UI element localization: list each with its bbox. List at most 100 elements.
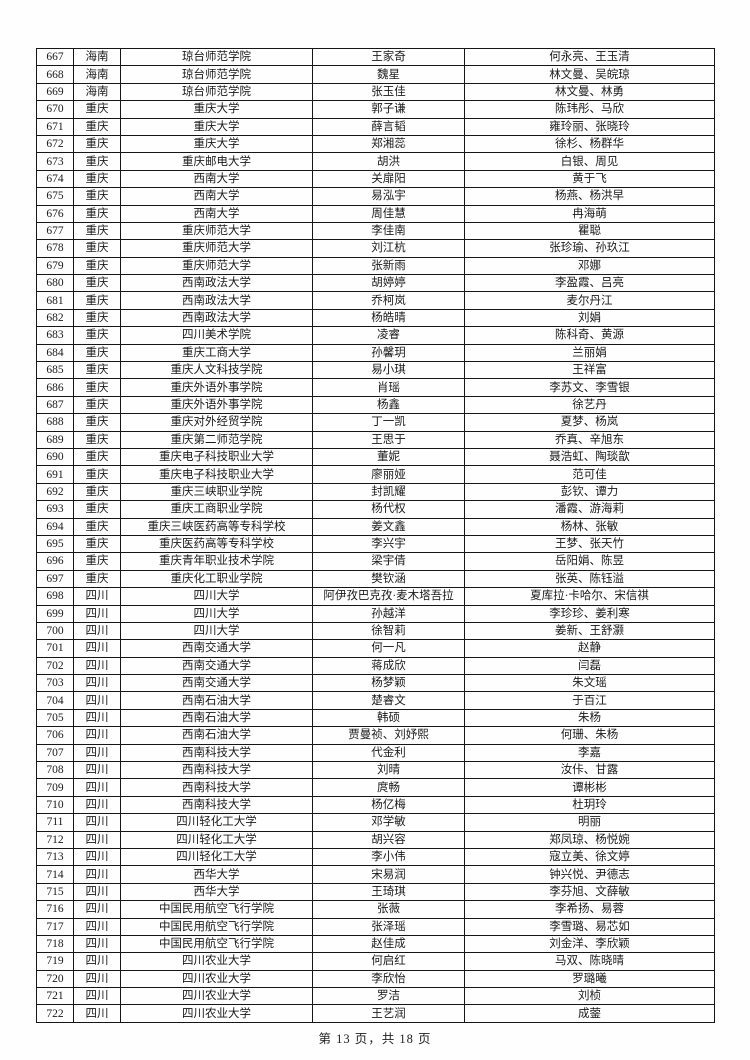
cell-number: 696 bbox=[36, 552, 74, 571]
cell-university: 重庆大学 bbox=[120, 134, 313, 154]
cell-advisors: 成蓥 bbox=[464, 1004, 715, 1023]
table-row: 674 重庆 西南大学 关扉阳 黄于飞 bbox=[36, 169, 715, 189]
cell-advisors: 邓娜 bbox=[464, 256, 715, 276]
cell-university: 四川农业大学 bbox=[120, 1004, 313, 1023]
cell-number: 694 bbox=[36, 517, 74, 536]
cell-province: 四川 bbox=[73, 795, 121, 815]
table-row: 687 重庆 重庆外语外事学院 杨鑫 徐艺丹 bbox=[36, 395, 715, 415]
cell-number: 687 bbox=[36, 395, 74, 415]
cell-student: 何启红 bbox=[312, 952, 465, 971]
cell-number: 722 bbox=[36, 1004, 74, 1023]
cell-province: 重庆 bbox=[73, 552, 121, 571]
cell-student: 张新雨 bbox=[312, 256, 465, 276]
cell-province: 四川 bbox=[73, 587, 121, 606]
cell-student: 刘江杭 bbox=[312, 239, 465, 258]
cell-province: 重庆 bbox=[73, 361, 121, 380]
cell-advisors: 钟兴悦、尹德志 bbox=[464, 865, 715, 884]
cell-number: 700 bbox=[36, 621, 74, 641]
cell-university: 西南交通大学 bbox=[120, 674, 313, 693]
cell-province: 四川 bbox=[73, 726, 121, 745]
cell-province: 四川 bbox=[73, 969, 121, 989]
cell-university: 西南石油大学 bbox=[120, 726, 313, 745]
cell-university: 中国民用航空飞行学院 bbox=[120, 917, 313, 936]
cell-province: 四川 bbox=[73, 882, 121, 902]
cell-university: 重庆青年职业技术学院 bbox=[120, 552, 313, 571]
cell-advisors: 陈玮彤、马欣 bbox=[464, 100, 715, 119]
cell-university: 重庆三峡职业学院 bbox=[120, 482, 313, 502]
cell-advisors: 朱文瑶 bbox=[464, 674, 715, 693]
table-row: 722 四川 四川农业大学 王艺润 成蓥 bbox=[36, 1004, 715, 1023]
table-row: 702 四川 西南交通大学 蒋成欣 闫磊 bbox=[36, 656, 715, 676]
cell-province: 重庆 bbox=[73, 500, 121, 519]
cell-student: 代金利 bbox=[312, 743, 465, 763]
cell-province: 重庆 bbox=[73, 152, 121, 171]
cell-number: 710 bbox=[36, 795, 74, 815]
cell-number: 707 bbox=[36, 743, 74, 763]
cell-advisors: 黄于飞 bbox=[464, 169, 715, 189]
cell-advisors: 徐艺丹 bbox=[464, 395, 715, 415]
cell-university: 重庆外语外事学院 bbox=[120, 395, 313, 415]
cell-student: 杨鑫 bbox=[312, 395, 465, 415]
cell-student: 胡婷婷 bbox=[312, 274, 465, 293]
table-row: 711 四川 四川轻化工大学 邓学敏 明丽 bbox=[36, 813, 715, 832]
cell-student: 杨梦颖 bbox=[312, 674, 465, 693]
cell-university: 四川农业大学 bbox=[120, 987, 313, 1006]
cell-number: 669 bbox=[36, 82, 74, 102]
cell-advisors: 何永亮、王玉清 bbox=[464, 47, 715, 67]
cell-university: 西南交通大学 bbox=[120, 656, 313, 676]
cell-student: 宋易润 bbox=[312, 865, 465, 884]
cell-student: 易小琪 bbox=[312, 361, 465, 380]
cell-student: 赵佳成 bbox=[312, 934, 465, 954]
cell-university: 重庆人文科技学院 bbox=[120, 361, 313, 380]
cell-province: 四川 bbox=[73, 778, 121, 797]
cell-university: 西南政法大学 bbox=[120, 308, 313, 328]
table-row: 694 重庆 重庆三峡医药高等专科学校 姜文鑫 杨林、张敏 bbox=[36, 517, 715, 536]
cell-student: 王艺润 bbox=[312, 1004, 465, 1023]
table-row: 716 四川 中国民用航空飞行学院 张薇 李希扬、易蓉 bbox=[36, 900, 715, 919]
cell-province: 重庆 bbox=[73, 274, 121, 293]
cell-student: 梁宇倩 bbox=[312, 552, 465, 571]
cell-province: 重庆 bbox=[73, 534, 121, 554]
cell-advisors: 瞿聪 bbox=[464, 221, 715, 241]
cell-province: 四川 bbox=[73, 830, 121, 849]
table-row: 688 重庆 重庆对外经贸学院 丁一凯 夏梦、杨岚 bbox=[36, 413, 715, 432]
cell-province: 海南 bbox=[73, 82, 121, 102]
cell-advisors: 谭彬彬 bbox=[464, 778, 715, 797]
table-row: 685 重庆 重庆人文科技学院 易小琪 王祥富 bbox=[36, 361, 715, 380]
cell-student: 胡洪 bbox=[312, 152, 465, 171]
table-row: 676 重庆 西南大学 周佳慧 冉海萌 bbox=[36, 204, 715, 223]
table-row: 699 四川 四川大学 孙越洋 李珍珍、姜利寒 bbox=[36, 604, 715, 623]
cell-university: 琼台师范学院 bbox=[120, 47, 313, 67]
cell-advisors: 潘霞、游海莉 bbox=[464, 500, 715, 519]
cell-number: 682 bbox=[36, 308, 74, 328]
cell-number: 706 bbox=[36, 726, 74, 745]
cell-province: 四川 bbox=[73, 691, 121, 710]
cell-advisors: 李珍珍、姜利寒 bbox=[464, 604, 715, 623]
cell-university: 重庆外语外事学院 bbox=[120, 378, 313, 397]
cell-advisors: 赵静 bbox=[464, 639, 715, 658]
cell-number: 720 bbox=[36, 969, 74, 989]
results-table-body: 667 海南 琼台师范学院 王家奇 何永亮、王玉清 668 海南 琼台师范学院 魏星 林文曼、吴皖… bbox=[36, 47, 715, 1023]
table-row: 707 四川 西南科技大学 代金利 李嘉 bbox=[36, 743, 715, 763]
cell-number: 693 bbox=[36, 500, 74, 519]
cell-number: 690 bbox=[36, 447, 74, 467]
cell-province: 重庆 bbox=[73, 100, 121, 119]
cell-university: 重庆师范大学 bbox=[120, 256, 313, 276]
cell-number: 719 bbox=[36, 952, 74, 971]
cell-province: 重庆 bbox=[73, 413, 121, 432]
cell-number: 684 bbox=[36, 343, 74, 363]
cell-province: 重庆 bbox=[73, 256, 121, 276]
table-row: 715 四川 西华大学 王琦琪 李芬旭、文薛敏 bbox=[36, 882, 715, 902]
cell-province: 重庆 bbox=[73, 291, 121, 310]
cell-student: 李佳南 bbox=[312, 221, 465, 241]
cell-number: 709 bbox=[36, 778, 74, 797]
table-row: 677 重庆 重庆师范大学 李佳南 瞿聪 bbox=[36, 221, 715, 241]
cell-university: 西华大学 bbox=[120, 865, 313, 884]
cell-advisors: 闫磊 bbox=[464, 656, 715, 676]
cell-student: 庹畅 bbox=[312, 778, 465, 797]
cell-university: 西南科技大学 bbox=[120, 795, 313, 815]
cell-advisors: 杨燕、杨洪早 bbox=[464, 187, 715, 206]
cell-student: 徐智莉 bbox=[312, 621, 465, 641]
cell-province: 重庆 bbox=[73, 569, 121, 589]
cell-province: 四川 bbox=[73, 674, 121, 693]
